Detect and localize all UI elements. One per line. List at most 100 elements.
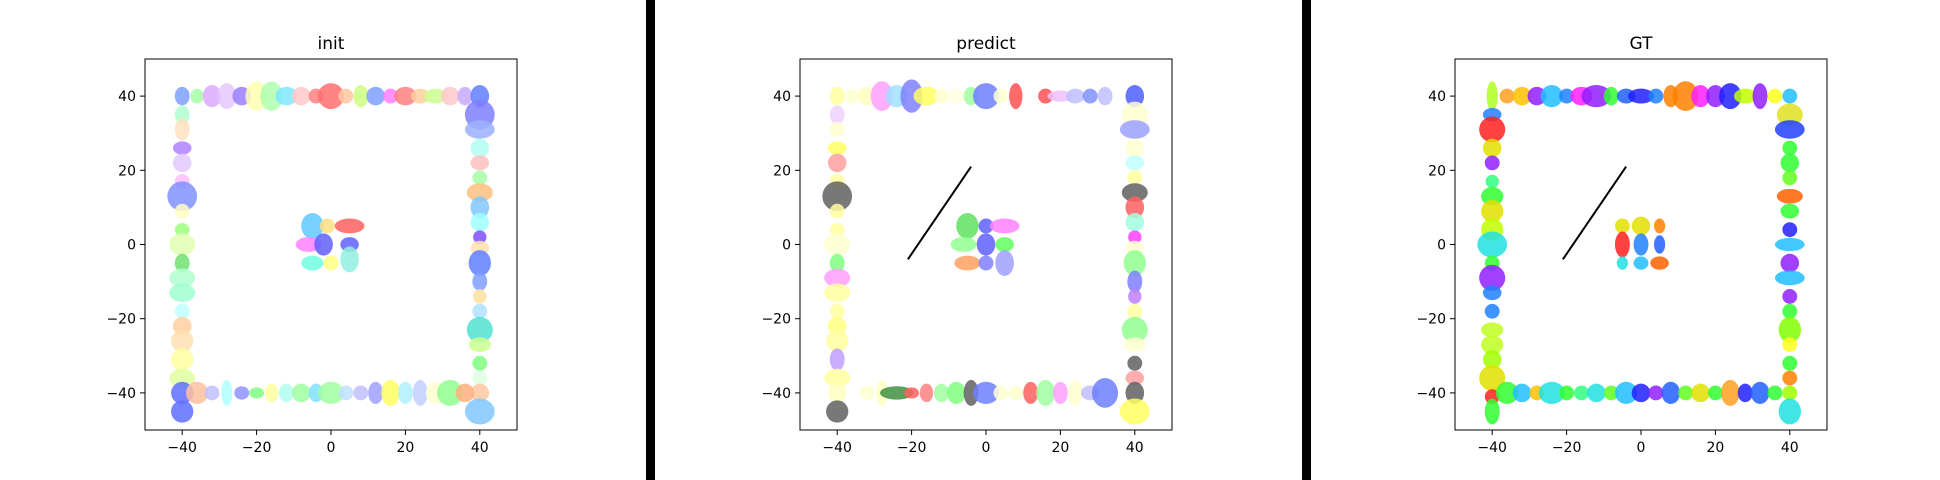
- ellipse-mark: [1485, 174, 1499, 189]
- ellipse-mark: [171, 348, 194, 371]
- ellipse-mark: [317, 83, 345, 110]
- ellipse-mark: [1719, 83, 1742, 110]
- ellipse-mark: [1774, 270, 1805, 286]
- ellipse-mark: [1559, 88, 1575, 104]
- ellipse-mark: [291, 86, 311, 106]
- x-tick-label: 0: [1637, 440, 1646, 456]
- ellipse-mark: [412, 379, 428, 406]
- ellipse-mark: [1614, 218, 1630, 234]
- y-tick-label: 40: [118, 89, 136, 105]
- ellipse-mark: [470, 383, 490, 403]
- ellipse-mark: [323, 255, 339, 271]
- ellipse-mark: [1125, 155, 1145, 171]
- ellipse-mark: [933, 88, 949, 104]
- ellipse-mark: [827, 153, 847, 173]
- ellipse-mark: [1782, 140, 1798, 156]
- ellipse-mark: [470, 196, 490, 219]
- ellipse-mark: [1678, 385, 1694, 401]
- ellipse-mark: [1776, 188, 1803, 204]
- marks-layer: [167, 81, 495, 425]
- ellipse-mark: [1065, 88, 1085, 104]
- ellipse-mark: [264, 383, 279, 403]
- ellipse-mark: [464, 120, 495, 139]
- ellipse-mark: [1512, 383, 1532, 403]
- x-tick-label: 0: [327, 440, 336, 456]
- ellipse-mark: [470, 138, 490, 158]
- ellipse-mark: [827, 316, 847, 336]
- ellipse-mark: [1512, 86, 1532, 106]
- ellipse-mark: [1707, 385, 1723, 401]
- x-tick-label: 40: [1781, 440, 1799, 456]
- y-tick-label: 20: [773, 163, 791, 179]
- ellipse-mark: [457, 86, 473, 106]
- ellipse-mark: [1023, 381, 1039, 405]
- ellipse-mark: [829, 203, 845, 219]
- ellipse-mark: [844, 88, 860, 104]
- ellipse-mark: [174, 86, 190, 106]
- ellipse-mark: [1481, 322, 1504, 338]
- ellipse-mark: [319, 218, 335, 234]
- ellipse-mark: [1627, 88, 1655, 104]
- ellipse-mark: [234, 386, 250, 400]
- ellipse-mark: [1767, 385, 1783, 401]
- ellipse-mark: [1127, 303, 1143, 319]
- ellipse-mark: [827, 141, 847, 155]
- ellipse-mark: [334, 218, 365, 234]
- y-tick-label: −40: [761, 386, 791, 402]
- ellipse-mark: [278, 383, 294, 403]
- ellipse-mark: [472, 370, 488, 386]
- ellipse-mark: [317, 381, 345, 405]
- y-tick-label: 40: [773, 89, 791, 105]
- ellipse-mark: [1121, 316, 1148, 343]
- ellipse-mark: [1082, 88, 1098, 104]
- ellipse-mark: [829, 253, 845, 273]
- ellipse-mark: [978, 218, 994, 234]
- ellipse-mark: [260, 81, 283, 111]
- panel-divider: [1302, 0, 1311, 480]
- ellipse-mark: [1484, 398, 1500, 425]
- ellipse-mark: [956, 212, 979, 239]
- ellipse-mark: [366, 86, 385, 106]
- ellipse-mark: [1484, 155, 1500, 171]
- ellipse-mark: [1574, 385, 1589, 401]
- x-tick-label: 20: [396, 440, 414, 456]
- ellipse-mark: [954, 255, 981, 271]
- ellipse-mark: [468, 250, 491, 277]
- ellipse-mark: [1038, 88, 1053, 104]
- x-tick-label: −20: [897, 440, 927, 456]
- ellipse-mark: [353, 84, 369, 108]
- ellipse-mark: [1559, 385, 1575, 401]
- ellipse-mark: [1587, 383, 1606, 403]
- ellipse-mark: [1092, 378, 1119, 408]
- ellipse-mark: [249, 387, 265, 399]
- ellipse-mark: [174, 105, 190, 124]
- ellipse-mark: [1654, 235, 1666, 254]
- x-tick-label: 20: [1051, 440, 1069, 456]
- ellipse-mark: [963, 379, 979, 406]
- ellipse-mark: [473, 289, 487, 304]
- ellipse-mark: [171, 400, 194, 423]
- ellipse-mark: [1633, 256, 1649, 270]
- ellipse-mark: [1119, 398, 1150, 425]
- ellipse-mark: [829, 222, 845, 237]
- ellipse-mark: [217, 83, 237, 110]
- ellipse-mark: [824, 233, 851, 256]
- ellipse-mark: [338, 88, 354, 104]
- ellipse-mark: [1484, 303, 1500, 319]
- ellipse-mark: [314, 233, 333, 256]
- y-tick-label: −40: [1416, 386, 1446, 402]
- ellipse-mark: [1125, 381, 1145, 405]
- y-tick-label: 0: [127, 238, 136, 254]
- ellipse-mark: [1752, 83, 1768, 110]
- ellipse-mark: [1782, 222, 1798, 238]
- ellipse-mark: [455, 383, 475, 403]
- ellipse-mark: [829, 86, 845, 106]
- ellipse-mark: [995, 237, 1014, 252]
- ellipse-mark: [169, 268, 196, 288]
- ellipse-mark: [1125, 370, 1145, 386]
- ellipse-mark: [1125, 196, 1145, 219]
- ellipse-mark: [913, 86, 940, 106]
- ellipse-mark: [1581, 84, 1612, 108]
- ellipse-mark: [978, 255, 994, 271]
